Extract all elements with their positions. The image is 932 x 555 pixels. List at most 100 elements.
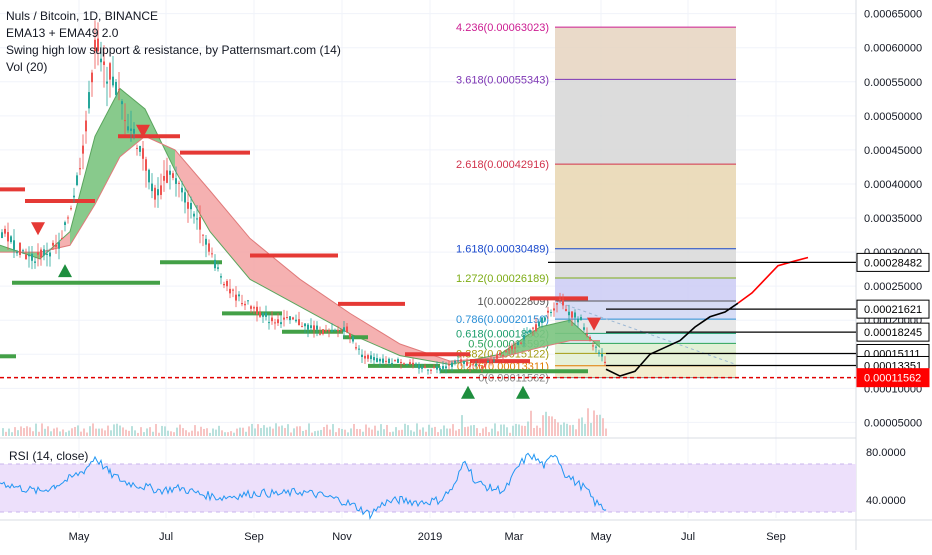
volume-bar	[494, 423, 496, 436]
volume-bar	[272, 428, 274, 436]
volume-bar	[197, 431, 199, 436]
volume-bar	[83, 428, 85, 436]
volume-bar	[533, 428, 535, 436]
volume-bar	[587, 408, 589, 436]
volume-bar	[377, 430, 379, 436]
volume-bar	[386, 424, 388, 436]
candle-bull	[112, 76, 114, 86]
candle-bear	[553, 308, 555, 311]
candle-bull	[73, 195, 75, 198]
price-tag-label: 0.00021621	[864, 304, 922, 316]
volume-bar	[131, 426, 133, 436]
candle-bull	[361, 354, 363, 358]
price-tick-label: 0.00055000	[864, 77, 922, 89]
fib-level-label: 1.618(0.00030489)	[456, 244, 549, 256]
candle-bull	[193, 213, 195, 217]
candle-bull	[43, 249, 45, 256]
volume-bar	[395, 427, 397, 436]
volume-bar	[230, 431, 232, 436]
volume-bar	[227, 432, 229, 436]
volume-bar	[545, 411, 547, 436]
volume-bar	[311, 432, 313, 436]
candle-bull	[220, 276, 222, 278]
time-tick-label: Sep	[766, 531, 786, 543]
candle-bull	[157, 189, 159, 196]
candle-bull	[49, 252, 51, 257]
swing-signals	[31, 124, 601, 399]
volume-bar	[569, 425, 571, 436]
candle-bull	[487, 361, 489, 363]
candle-bear	[478, 364, 480, 366]
price-tag-box	[856, 252, 930, 272]
candle-bear	[211, 253, 213, 255]
volume-bar	[356, 428, 358, 436]
candle-bear	[253, 307, 255, 309]
candle-bull	[115, 81, 117, 95]
candle-bull	[580, 317, 582, 321]
candle-bear	[40, 249, 42, 258]
legend-swing[interactable]: Swing high low support & resistance, by …	[6, 43, 341, 57]
volume-bar	[203, 428, 205, 436]
legend-rsi[interactable]: RSI (14, close)	[9, 449, 89, 463]
candle-bull	[307, 324, 309, 330]
candle-bull	[415, 363, 417, 365]
candle-bear	[172, 173, 174, 178]
candle-bear	[271, 317, 273, 322]
volume-bar	[308, 423, 310, 436]
candle-bull	[577, 318, 579, 323]
volume-bar	[605, 428, 607, 436]
candle-bear	[556, 303, 558, 305]
volume-bar	[416, 423, 418, 436]
time-tick-label: May	[591, 531, 612, 543]
candle-bear	[52, 242, 54, 246]
candle-bull	[121, 101, 123, 105]
rsi-tick-label: 40.0000	[866, 495, 906, 507]
volume-bar	[179, 424, 181, 436]
candle-bull	[457, 360, 459, 362]
legend-ema[interactable]: EMA13 + EMA49 2.0	[6, 26, 119, 40]
candle-bull	[373, 357, 375, 361]
volume-bar	[263, 425, 265, 436]
fib-band	[555, 248, 736, 279]
volume-bar	[299, 426, 301, 436]
candle-bear	[259, 311, 261, 317]
fib-band	[555, 278, 736, 302]
price-tick-label: 0.00040000	[864, 179, 922, 191]
candle-bear	[604, 361, 606, 364]
candle-bear	[346, 326, 348, 333]
volume-bar	[254, 428, 256, 436]
time-tick-label: 2019	[418, 531, 442, 543]
candle-bear	[337, 330, 339, 332]
volume-bar	[275, 423, 277, 436]
volume-bar	[335, 432, 337, 436]
candle-bear	[118, 89, 120, 91]
volume-bar	[449, 428, 451, 436]
candle-bear	[430, 369, 432, 371]
candle-bull	[13, 240, 15, 250]
candle-bull	[574, 312, 576, 318]
candle-bear	[589, 336, 591, 340]
rsi-tick-label: 80.0000	[866, 447, 906, 459]
candle-bear	[535, 324, 537, 331]
candle-bear	[178, 182, 180, 184]
volume-bar	[353, 423, 355, 436]
candle-bull	[568, 311, 570, 316]
volume-bar	[218, 425, 220, 436]
legend-volume[interactable]: Vol (20)	[6, 60, 48, 74]
candle-bull	[181, 187, 183, 193]
volume-bar	[359, 429, 361, 436]
candle-bear	[532, 327, 534, 329]
legend-symbol[interactable]: Nuls / Bitcoin, 1D, BINANCE	[6, 9, 159, 23]
candle-bull	[529, 330, 531, 333]
time-tick-label: Jul	[681, 531, 695, 543]
candle-bull	[76, 175, 78, 186]
price-tick-label: 0.00060000	[864, 43, 922, 55]
volume-bar	[281, 425, 283, 436]
price-tick-label: 0.00065000	[864, 9, 922, 21]
volume-bar	[44, 428, 46, 436]
volume-bar	[74, 426, 76, 436]
projection-path-black	[605, 302, 739, 377]
volume-bar	[41, 423, 43, 436]
